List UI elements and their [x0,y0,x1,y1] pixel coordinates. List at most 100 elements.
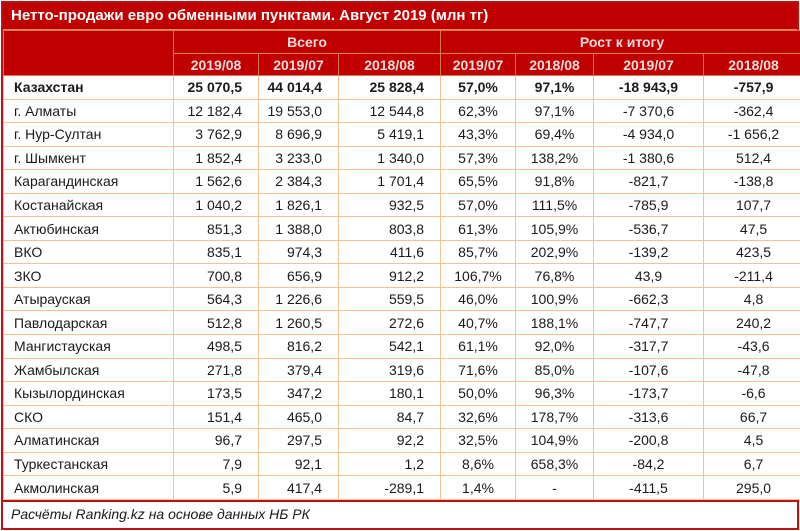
value-cell: -211,4 [703,263,800,288]
page-title: Нетто-продажи евро обменными пунктами. А… [3,3,797,30]
value-cell: 6,7 [703,451,800,477]
region-name: Карагандинская [3,169,174,194]
value-cell: 188,1% [515,310,595,336]
region-name: Атырауская [3,286,174,312]
value-cell: -4 934,0 [593,122,705,147]
value-cell: 4,5 [703,428,800,453]
value-cell: 61,1% [440,334,517,359]
value-cell: -662,3 [593,286,705,312]
column-header-5: 2018/08 [515,53,595,76]
value-cell: 104,9% [515,428,595,453]
value-cell: 180,1 [337,381,442,406]
year-header-row: 2019/08 2019/07 2018/08 2019/07 2018/08 2019/… [4,53,800,76]
value-cell: 3 762,9 [173,122,259,147]
region-name: г. Шымкент [3,145,174,171]
table-row: Кызылординская 173,5 347,2 180,1 50,0% 96,3% -… [3,381,800,406]
value-cell: 1 852,4 [173,145,259,171]
table-row: г. Шымкент 1 852,4 3 233,0 1 340,0 57,3% 138,… [3,145,800,171]
value-cell: 43,3% [440,122,517,147]
value-cell: 1 226,6 [258,286,339,312]
value-cell: 92,1 [258,451,339,477]
value-cell: 417,4 [258,475,339,500]
region-name: Мангистауская [3,334,174,359]
value-cell: 69,4% [515,122,595,147]
value-cell: 71,6% [440,357,517,383]
value-cell: 85,7% [440,239,517,265]
value-cell: 97,1% [515,75,595,100]
table-row: Акмолинская 5,9 417,4 -289,1 1,4% - -411,5 295,… [3,475,800,500]
value-cell: 1,4% [440,475,517,500]
value-cell: 835,1 [173,239,259,265]
table-row: г. Нур-Султан 3 762,9 8 696,9 5 419,1 43,3% 6… [3,122,800,147]
table-row: Костанайская 1 040,2 1 826,1 932,5 57,0% 111,… [3,192,800,218]
value-cell: 816,2 [258,334,339,359]
column-header-2: 2019/07 [258,53,339,76]
value-cell: 25 828,4 [337,75,442,100]
table-row: ЗКО 700,8 656,9 912,2 106,7% 76,8% 43,9 -211,4 [3,263,800,288]
value-cell: 92,0% [515,334,595,359]
value-cell: 512,8 [173,310,259,336]
value-cell: -785,9 [593,192,705,218]
value-cell: 240,2 [703,310,800,336]
value-cell: 202,9% [515,239,595,265]
column-header-6: 2019/07 [593,53,705,76]
value-cell: 295,0 [703,475,800,500]
value-cell: 803,8 [337,216,442,241]
value-cell: 40,7% [440,310,517,336]
value-cell: -821,7 [593,169,705,194]
value-cell: 173,5 [173,381,259,406]
group-header-vsego: Всего [172,30,442,54]
value-cell: 8,6% [440,451,517,477]
value-cell: - [515,475,595,500]
table-row: Павлодарская 512,8 1 260,5 272,6 40,7% 188,1%… [3,310,800,336]
table-row: Актюбинская 851,3 1 388,0 803,8 61,3% 105,9% -… [3,216,800,241]
value-cell: 564,3 [173,286,259,312]
value-cell: 411,6 [337,239,442,265]
value-cell: -536,7 [593,216,705,241]
region-name: Акмолинская [3,475,174,500]
value-cell: 932,5 [337,192,442,218]
value-cell: 1 826,1 [258,192,339,218]
table-header: Всего Рост к итогу 2019/08 2019/07 2018/08… [3,30,800,76]
region-name: Казахстан [3,75,174,100]
value-cell: 297,5 [258,428,339,453]
value-cell: -7 370,6 [593,98,705,124]
value-cell: 32,6% [440,404,517,430]
table-row: Атырауская 564,3 1 226,6 559,5 46,0% 100,9% -6… [3,286,800,312]
value-cell: -747,7 [593,310,705,336]
value-cell: 559,5 [337,286,442,312]
region-name: г. Алматы [3,98,174,124]
value-cell: -47,8 [703,357,800,383]
value-cell: 97,1% [515,98,595,124]
region-name: Кызылординская [3,381,174,406]
value-cell: 178,7% [515,404,595,430]
value-cell: 272,6 [337,310,442,336]
value-cell: 92,2 [337,428,442,453]
value-cell: 111,5% [515,192,595,218]
value-cell: 319,6 [337,357,442,383]
value-cell: -6,6 [703,381,800,406]
value-cell: -138,8 [703,169,800,194]
value-cell: 66,7 [703,404,800,430]
value-cell: 12 544,8 [337,98,442,124]
value-cell: -107,6 [593,357,705,383]
value-cell: -18 943,9 [593,75,705,100]
value-cell: 1,2 [337,451,442,477]
value-cell: 1 040,2 [173,192,259,218]
value-cell: 12 182,4 [173,98,259,124]
value-cell: 8 696,9 [258,122,339,147]
value-cell: 5 419,1 [337,122,442,147]
value-cell: 91,8% [515,169,595,194]
column-header-4: 2019/07 [440,53,517,76]
value-cell: 100,9% [515,286,595,312]
value-cell: 57,0% [440,75,517,100]
value-cell: 105,9% [515,216,595,241]
value-cell: -1 380,6 [593,145,705,171]
region-name: г. Нур-Султан [3,122,174,147]
value-cell: 465,0 [258,404,339,430]
region-name: СКО [3,404,174,430]
value-cell: 5,9 [173,475,259,500]
value-cell: 379,4 [258,357,339,383]
value-cell: 151,4 [173,404,259,430]
value-cell: -139,2 [593,239,705,265]
